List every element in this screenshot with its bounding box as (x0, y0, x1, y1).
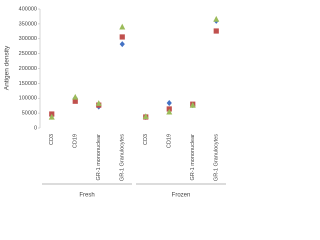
x-tick-label: GR-1 mononuclear (96, 134, 102, 181)
y-tick-label: 300000 (19, 36, 37, 42)
marker (119, 34, 125, 40)
y-tick-label: 50000 (22, 111, 37, 117)
x-tick-label: GR-1 Granulocytes (120, 134, 126, 181)
group-label: Fresh (79, 193, 94, 199)
marker (72, 98, 78, 104)
x-tick-label: GR-1 Granulocytes (214, 134, 220, 181)
group-label: Frozen (172, 193, 191, 199)
marker (95, 100, 102, 106)
y-tick-label: 250000 (19, 51, 37, 57)
y-tick-label: 400000 (19, 6, 37, 12)
marker (213, 15, 220, 22)
marker (72, 93, 79, 100)
y-tick-label: 150000 (19, 81, 37, 87)
chart: Antigen density 0 50000 100000 150000 200000… (4, 6, 226, 199)
x-tick-label: GR-1 mononuclear (190, 134, 196, 181)
y-tick-label: 0 (34, 125, 37, 131)
y-tick-label: 200000 (19, 66, 37, 72)
y-axis-label: Antigen density (4, 45, 11, 90)
y-tick-label: 100000 (19, 96, 37, 102)
marker (142, 113, 149, 119)
marker (166, 100, 172, 107)
x-tick-label: CD19 (167, 134, 173, 148)
marker (189, 101, 196, 108)
y-tick-label: 350000 (19, 21, 37, 27)
marker (119, 41, 125, 48)
marker (119, 23, 126, 30)
x-tick-label: CD3 (143, 134, 149, 145)
marker (48, 113, 55, 120)
x-tick-label: CD19 (73, 134, 79, 148)
marker (213, 28, 219, 34)
marker (166, 108, 173, 115)
x-tick-label: CD3 (49, 134, 55, 145)
